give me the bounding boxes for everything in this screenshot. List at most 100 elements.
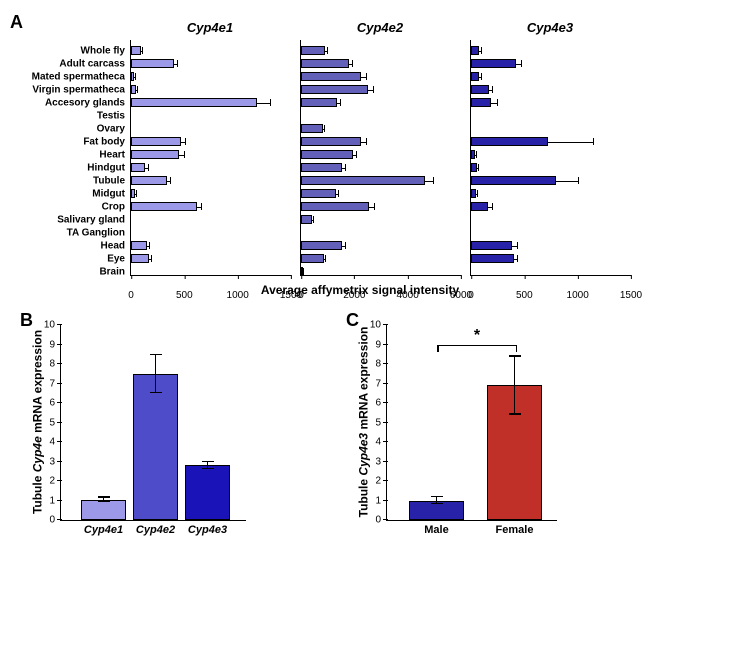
y-tick-label: 0 [375,515,381,526]
bar [131,46,291,55]
tissue-label: TA Ganglion [67,227,125,238]
bar [471,189,631,198]
vbar-label: Cyp4e1 [84,524,123,536]
y-tick-label: 2 [49,476,55,487]
bar [301,137,461,146]
x-tick: 0 [298,290,304,301]
vbar-label: Cyp4e2 [136,524,175,536]
panel-bc-row: B Tubule Cyp4e mRNA expression 012345678… [60,325,724,521]
bar [131,267,291,276]
tissue-label: Hindgut [87,162,125,173]
tissue-label: Whole fly [81,45,125,56]
bar [131,241,291,250]
bar [301,189,461,198]
bar [471,254,631,263]
bar [131,228,291,237]
bar [301,59,461,68]
vbar [133,374,178,520]
bar [301,241,461,250]
vbar [185,465,230,520]
tissue-label: Tubule [93,175,125,186]
bar [471,98,631,107]
y-tick-label: 8 [49,359,55,370]
tissue-label: Adult carcass [59,58,125,69]
bar [301,254,461,263]
y-tick-label: 1 [49,495,55,506]
tissue-label: Ovary [97,123,125,134]
bar [301,150,461,159]
y-tick-label: 10 [44,320,55,331]
vbar-label: Cyp4e3 [188,524,227,536]
bar [131,85,291,94]
y-tick-label: 2 [375,476,381,487]
bar [301,85,461,94]
y-tick-label: 0 [49,515,55,526]
bar [471,267,631,276]
y-tick-label: 6 [375,398,381,409]
y-tick-label: 5 [49,417,55,428]
bar [301,267,461,276]
bar [131,72,291,81]
bar [301,124,461,133]
bar [131,163,291,172]
x-tick: 4000 [397,290,419,301]
y-tick-label: 8 [375,359,381,370]
y-tick-label: 7 [49,378,55,389]
tissue-label: Testis [97,110,125,121]
bar [301,46,461,55]
bar [471,150,631,159]
x-tick: 1000 [567,290,589,301]
y-tick-label: 9 [49,339,55,350]
sig-star: * [474,327,480,345]
bar [301,176,461,185]
bar [471,228,631,237]
y-tick-label: 4 [375,437,381,448]
x-tick: 1000 [227,290,249,301]
tissue-label: Heart [99,149,125,160]
tissue-label: Fat body [83,136,125,147]
y-tick-label: 3 [49,456,55,467]
y-tick-label: 1 [375,495,381,506]
bar [131,215,291,224]
bar [131,150,291,159]
sig-bracket [437,345,517,346]
hchart-2: Cyp4e3050010001500 [470,20,630,276]
bar [301,98,461,107]
y-tick-label: 3 [375,456,381,467]
bar [471,163,631,172]
bar [131,202,291,211]
bar [131,254,291,263]
bar [131,59,291,68]
bar [471,202,631,211]
panel-c-chart: Tubule Cyp4e3 mRNA expression 0123456789… [386,325,557,521]
y-tick-label: 10 [370,320,381,331]
x-tick: 500 [516,290,533,301]
bar [471,85,631,94]
chart-title: Cyp4e1 [130,20,290,35]
x-tick: 500 [176,290,193,301]
bar [471,137,631,146]
bar [301,72,461,81]
vbar-label: Female [496,524,534,536]
bar [471,59,631,68]
bar [131,176,291,185]
x-tick: 0 [468,290,474,301]
x-tick: 2000 [343,290,365,301]
tissue-label: Mated spermatheca [32,71,125,82]
chart-title: Cyp4e3 [470,20,630,35]
bar [471,241,631,250]
tissue-label: Head [101,240,125,251]
bar [471,72,631,81]
bar [131,124,291,133]
y-tick-label: 4 [49,437,55,448]
bar [131,189,291,198]
bar [471,46,631,55]
tissue-label: Virgin spermatheca [32,84,125,95]
vbar [81,500,126,520]
tissue-label: Salivary gland [57,214,125,225]
vbar-label: Male [424,524,448,536]
chart-title: Cyp4e2 [300,20,460,35]
bar [471,111,631,120]
y-tick-label: 7 [375,378,381,389]
bar [131,111,291,120]
